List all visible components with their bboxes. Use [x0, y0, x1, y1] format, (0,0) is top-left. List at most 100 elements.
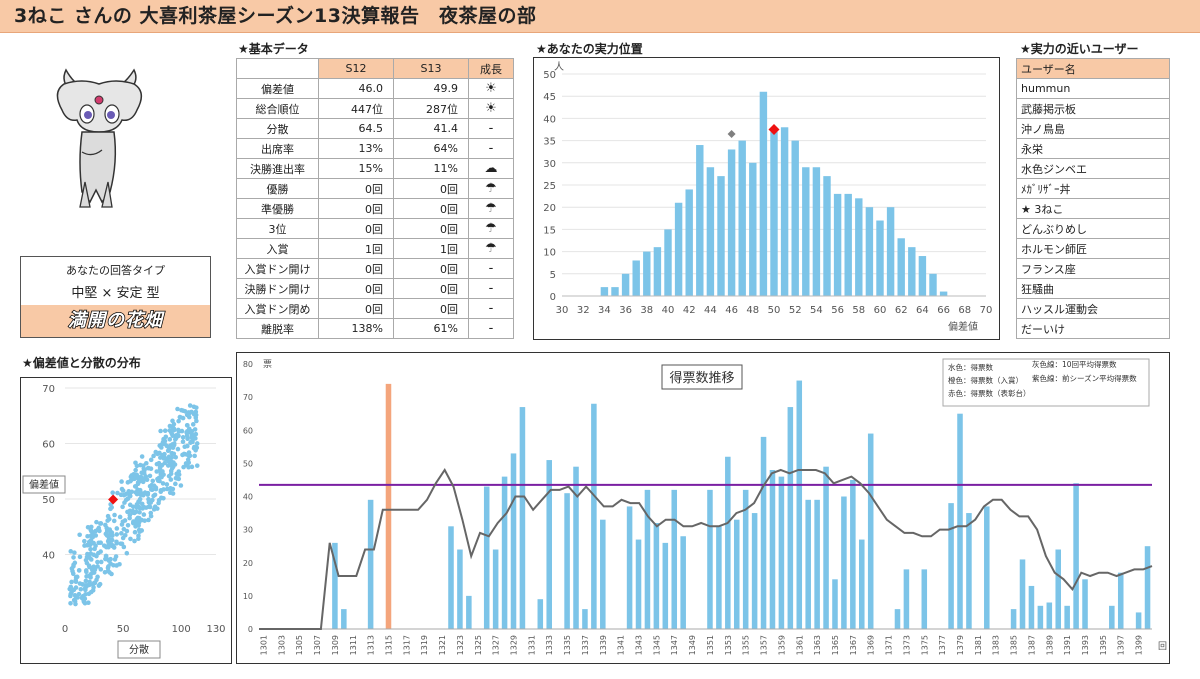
user-name: ★ 3ねこ — [1016, 198, 1170, 219]
scatter-point — [77, 554, 83, 560]
votes-x-tick: 1325 — [474, 635, 483, 655]
scatter-point — [151, 453, 156, 459]
scatter-point — [173, 481, 178, 487]
votes-bar — [341, 609, 347, 629]
scatter-point — [161, 487, 166, 492]
votes-bar — [957, 413, 963, 629]
scatter-point — [186, 410, 191, 415]
votes-x-tick: 1377 — [938, 635, 947, 655]
hist-y-unit: 人 — [554, 61, 564, 73]
growth-icon: ☂ — [468, 238, 514, 259]
scatter-point — [69, 579, 74, 585]
scatter-point — [121, 544, 127, 550]
scatter-point — [80, 582, 85, 587]
hist-x-tick: 48 — [746, 305, 759, 316]
hist-x-tick: 68 — [958, 305, 971, 316]
user-name: 水色ジンベエ — [1016, 158, 1170, 179]
s13-value: 0回 — [393, 258, 469, 279]
scatter-point — [88, 533, 94, 539]
votes-bar — [519, 407, 526, 629]
scatter-point — [186, 464, 191, 470]
basic-table-row: 分散 64.5 41.4- — [236, 118, 514, 139]
scatter-point — [133, 467, 138, 473]
scatter-point — [129, 489, 135, 495]
basic-table-row: 総合順位 447位 287位 ☀ — [236, 98, 514, 119]
scatter-point — [125, 522, 131, 528]
votes-bar — [948, 503, 954, 629]
scatter-point — [150, 497, 155, 503]
scatter-point — [132, 519, 137, 525]
basic-table-header-growth: 成長 — [468, 58, 514, 79]
row-label: 分散 — [236, 118, 319, 139]
svg-text:分散: 分散 — [129, 643, 149, 656]
votes-x-tick: 1317 — [402, 635, 411, 655]
scatter-point — [137, 487, 143, 493]
scatter-point — [70, 568, 75, 574]
votes-bar — [778, 476, 785, 629]
scatter-point — [157, 443, 163, 448]
scatter-point — [82, 538, 87, 544]
user-row: だーいけ — [1016, 318, 1170, 339]
growth-icon: ☀ — [468, 98, 514, 119]
basic-table-row: 離脱率 138% 61% - — [236, 318, 514, 339]
scatter-point — [185, 443, 190, 449]
scatter-point — [108, 556, 113, 562]
scatter-point — [158, 428, 163, 434]
scatter-point — [192, 453, 197, 459]
scatter-point — [109, 537, 115, 543]
votes-bar — [662, 542, 669, 629]
scatter-x-tick: 100 — [172, 624, 191, 635]
s12-value: 0回 — [318, 298, 394, 319]
scatter-point — [181, 464, 186, 470]
scatter-point — [77, 532, 82, 538]
s13-value: 287位 — [393, 98, 469, 119]
scatter-point — [152, 492, 158, 498]
scatter-point — [93, 528, 98, 534]
scatter-point — [162, 428, 168, 434]
user-row: 沖ノ鳥島 — [1016, 118, 1170, 139]
scatter-point — [95, 564, 100, 569]
scatter-point — [72, 550, 77, 555]
user-row: hummun — [1016, 78, 1170, 99]
votes-bar — [1109, 605, 1115, 629]
s13-value: 61% — [393, 318, 469, 339]
scatter-point — [148, 457, 154, 463]
scatter-point — [139, 477, 144, 483]
scatter-point — [79, 595, 85, 601]
scatter-point — [189, 439, 194, 444]
votes-y-tick: 10 — [243, 592, 253, 601]
row-label: 総合順位 — [236, 98, 319, 119]
votes-y-tick: 30 — [243, 526, 253, 535]
scatter-point — [175, 427, 181, 433]
scatter-point — [193, 436, 198, 441]
hist-bar — [886, 207, 895, 296]
scatter-x-tick: 0 — [62, 624, 68, 635]
growth-icon: ☁ — [468, 158, 514, 179]
votes-bar — [707, 489, 713, 629]
scatter-point — [185, 457, 191, 462]
votes-bar — [367, 499, 374, 629]
scatter-point — [72, 598, 78, 604]
votes-x-tick: 1359 — [777, 635, 786, 655]
votes-y-unit: 票 — [263, 359, 272, 370]
votes-bar — [457, 549, 463, 629]
basic-table-row: 決勝進出率 15% 11% ☁ — [236, 158, 514, 179]
s12-value: 0回 — [318, 258, 394, 279]
scatter-point — [68, 600, 73, 606]
s12-value: 64.5 — [318, 118, 394, 139]
votes-bar — [448, 526, 454, 629]
scatter-point — [71, 555, 76, 560]
scatter-point — [168, 471, 174, 477]
scatter-point — [137, 505, 142, 511]
scatter-y-tick: 60 — [42, 440, 55, 451]
scatter-point — [132, 538, 137, 544]
scatter-point — [187, 403, 193, 408]
scatter-point — [73, 585, 79, 590]
scatter-point — [83, 568, 89, 573]
hist-bar — [908, 247, 916, 296]
scatter-point — [141, 504, 147, 510]
scatter-point — [128, 536, 133, 542]
answer-type-banner: 満開の花畑 — [21, 305, 210, 337]
votes-bar — [332, 542, 338, 629]
scatter-point — [86, 591, 92, 597]
